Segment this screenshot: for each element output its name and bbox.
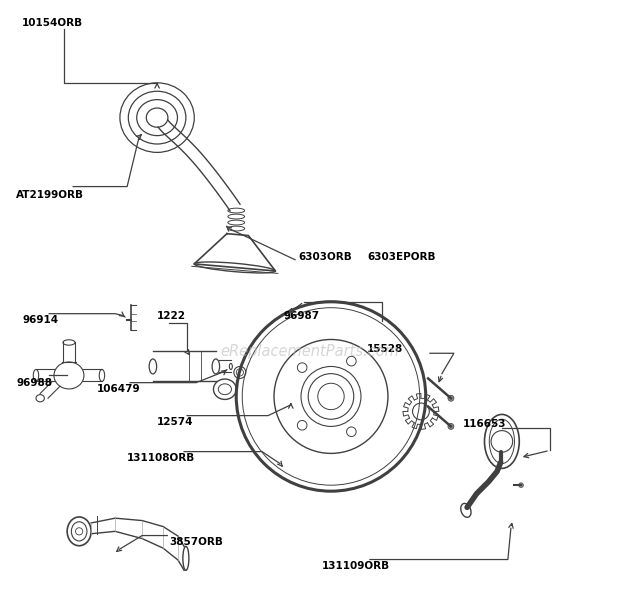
Text: 96914: 96914 [22, 316, 58, 326]
Text: 15528: 15528 [367, 344, 403, 355]
Circle shape [448, 395, 454, 401]
Text: 6303EPORB: 6303EPORB [367, 252, 435, 261]
Text: 1222: 1222 [157, 311, 186, 322]
Text: 131108ORB: 131108ORB [127, 453, 195, 463]
Text: 12574: 12574 [157, 418, 193, 427]
Text: 106479: 106479 [97, 385, 141, 394]
Circle shape [448, 424, 454, 430]
Text: AT2199ORB: AT2199ORB [16, 189, 84, 200]
Text: 3857ORB: 3857ORB [169, 537, 223, 548]
Text: 10154ORB: 10154ORB [22, 17, 83, 28]
Text: 116653: 116653 [463, 419, 507, 430]
Text: 6303ORB: 6303ORB [298, 252, 352, 261]
Circle shape [519, 483, 523, 487]
Text: 96988: 96988 [16, 379, 52, 388]
Text: 131109ORB: 131109ORB [322, 561, 390, 572]
Text: eReplacementParts.com: eReplacementParts.com [221, 344, 399, 359]
Text: 96987: 96987 [283, 311, 319, 322]
